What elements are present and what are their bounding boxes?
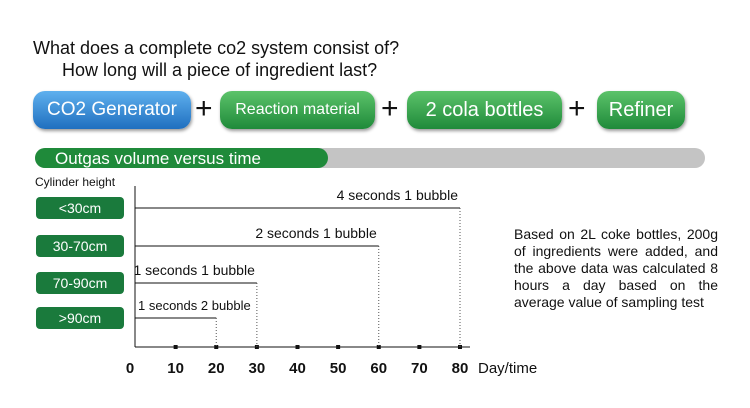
tick-mark: [376, 345, 381, 349]
rate-label: 4 seconds 1 bubble: [337, 187, 459, 203]
component: CO2 Generator: [33, 91, 191, 129]
component: Reaction material: [220, 91, 375, 129]
x-tick-label: 60: [370, 360, 387, 377]
note: Based on 2L coke bottles, 200g of ingred…: [514, 226, 718, 310]
banner-pill: [35, 148, 328, 168]
height-box: [36, 272, 124, 294]
rate-label: 1 seconds 1 bubble: [133, 262, 255, 278]
rate-label: 1 seconds 2 bubble: [138, 298, 251, 313]
x-axis-label: Day/time: [478, 360, 537, 377]
tick-mark: [173, 345, 178, 349]
x-tick-label: 30: [249, 360, 266, 377]
plus: +: [195, 92, 213, 125]
plus: +: [381, 92, 399, 125]
question: What does a complete co2 system consist …: [33, 38, 400, 58]
question: How long will a piece of ingredient last…: [62, 60, 378, 80]
height-label: 30-70cm: [53, 238, 107, 254]
rate-label: 2 seconds 1 bubble: [255, 225, 377, 241]
height-box: [36, 307, 124, 329]
banner-text: Outgas volume versus time: [55, 149, 261, 168]
tick-mark: [336, 345, 341, 349]
x-tick-label: 40: [289, 360, 306, 377]
x-tick-label: 20: [208, 360, 225, 377]
tick-mark: [295, 345, 300, 349]
height-box: [36, 235, 124, 257]
tick-mark: [214, 345, 219, 349]
x-tick-label: 80: [452, 360, 469, 377]
height-label: <30cm: [59, 200, 101, 216]
height-box: [36, 197, 124, 219]
x-tick-label: 50: [330, 360, 347, 377]
component: Refiner: [597, 91, 685, 129]
height-label: 70-90cm: [53, 275, 107, 291]
tick-mark: [417, 345, 422, 349]
x-tick-label: 0: [126, 360, 134, 377]
plus: +: [568, 92, 586, 125]
x-tick-label: 10: [167, 360, 184, 377]
x-tick-label: 70: [411, 360, 428, 377]
height-label: >90cm: [59, 310, 101, 326]
y-axis-label: Cylinder height: [35, 175, 116, 189]
component: 2 cola bottles: [407, 91, 562, 129]
